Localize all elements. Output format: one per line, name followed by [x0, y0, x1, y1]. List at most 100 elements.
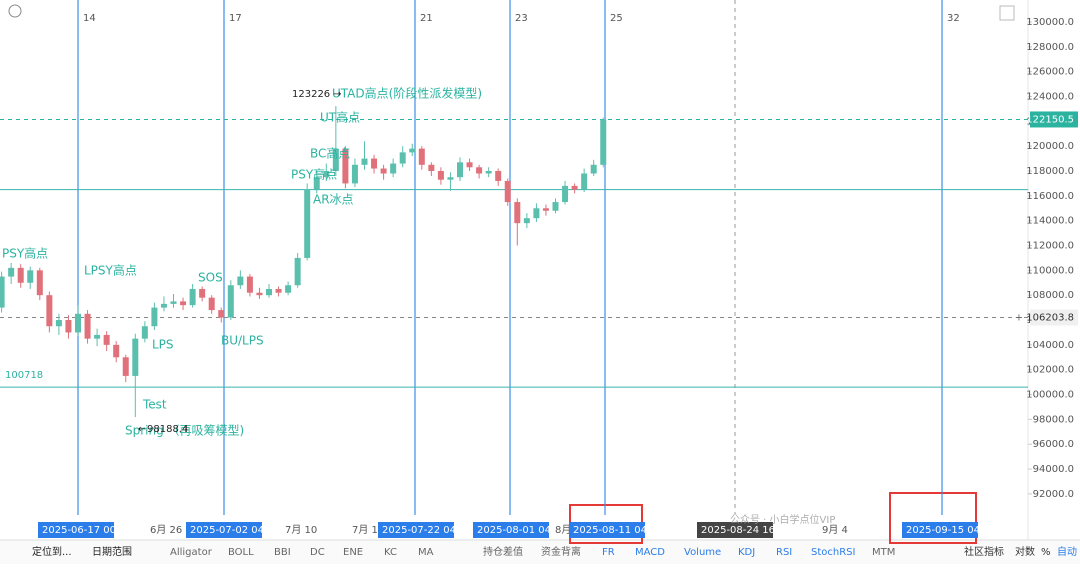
toolbar-option[interactable]: 社区指标 [964, 545, 1004, 558]
arrow: → [333, 89, 341, 100]
y-tick-label: 118000.0 [1026, 166, 1074, 177]
candle-body [275, 288, 282, 293]
indicator-tab[interactable]: Alligator [170, 547, 213, 558]
toolbar-option[interactable]: % [1041, 547, 1051, 558]
candle-body [552, 202, 559, 211]
candle-body [571, 185, 578, 190]
time-label: 2025-07-22 04:00 [382, 525, 472, 536]
time-label: 2025-08-11 04:00 [573, 525, 663, 536]
annotation: SOS [198, 271, 223, 285]
y-tick-label: 124000.0 [1026, 91, 1074, 102]
collapse-button[interactable] [8, 4, 22, 18]
candle-body [294, 257, 301, 286]
candle-body [600, 119, 607, 165]
candle-body [590, 164, 597, 174]
indicator-tab[interactable]: BBI [274, 547, 291, 558]
price-note: 98188.4 [147, 424, 188, 435]
candle-body [27, 270, 34, 283]
candle-body [447, 177, 454, 180]
annotation: UT高点 [320, 110, 360, 125]
indicator-tab[interactable]: ENE [343, 547, 363, 558]
time-label: 9月 4 [822, 524, 848, 536]
candle-body [581, 173, 588, 190]
y-tick-label: 112000.0 [1026, 241, 1074, 252]
indicator-tab[interactable]: BOLL [228, 547, 254, 558]
y-tick-label: 104000.0 [1026, 340, 1074, 351]
indicator-tab[interactable]: DC [310, 547, 325, 558]
y-tick-label: 98000.0 [1033, 414, 1074, 425]
day-label: 32 [947, 13, 960, 24]
y-tick-label: 108000.0 [1026, 290, 1074, 301]
toolbar-option[interactable]: 对数 [1015, 545, 1035, 558]
time-label: 2025-08-24 16:00 [701, 525, 791, 536]
candle-body [208, 297, 215, 311]
fullscreen-button[interactable] [999, 5, 1015, 21]
annotation: AR冰点 [313, 193, 354, 207]
candle-body [75, 313, 81, 333]
y-tick-label: 114000.0 [1026, 216, 1074, 227]
y-tick-label: 130000.0 [1026, 17, 1074, 28]
candle-body [466, 162, 473, 168]
candle-body [55, 320, 62, 327]
y-tick-label: 126000.0 [1026, 67, 1074, 78]
candle-body [141, 326, 148, 339]
candle-body [218, 310, 225, 318]
y-tick-label: 128000.0 [1026, 42, 1074, 53]
indicator-tab[interactable]: 资金背离 [541, 545, 581, 558]
candle-body [304, 189, 311, 258]
candle-body [476, 167, 483, 174]
price-note: 100718 [5, 370, 43, 381]
candle-body [17, 267, 24, 283]
candle-body [170, 301, 177, 304]
watermark: 公众号 · 小白学点位VIP [730, 513, 835, 526]
candle-body [36, 270, 43, 296]
candle-body [313, 177, 320, 190]
candle-body [0, 276, 5, 308]
candle-body [504, 180, 511, 203]
toolbar-option[interactable]: 自动 [1057, 545, 1077, 558]
candle-body [103, 334, 110, 345]
candle-body [409, 148, 416, 153]
candle-body [495, 171, 502, 181]
y-tick-label: 102000.0 [1026, 365, 1074, 376]
candle-body [8, 267, 15, 277]
annotation: UTAD高点(阶段性派发模型) [332, 86, 482, 101]
candle-body [113, 344, 120, 358]
candle-body [227, 285, 234, 318]
candle-body [533, 208, 540, 219]
indicator-tab[interactable]: MACD [635, 547, 665, 558]
candle-body [399, 152, 406, 164]
indicator-tab[interactable]: FR [602, 547, 615, 558]
indicator-tab[interactable]: MA [418, 547, 434, 558]
indicator-tab[interactable]: MTM [872, 547, 895, 558]
candle-body [485, 171, 492, 174]
price-tag-bg [1030, 111, 1078, 128]
candle-body [189, 288, 196, 306]
time-label-bg [378, 522, 454, 538]
toolbar-button[interactable]: 定位到... [32, 545, 72, 558]
plus-button[interactable]: + [1015, 312, 1023, 323]
day-label: 25 [610, 13, 623, 24]
candle-body [437, 171, 444, 180]
price-note: 123226 [292, 89, 330, 100]
indicator-tab[interactable]: RSI [776, 547, 792, 558]
time-label: 6月 26 [150, 524, 182, 536]
indicator-tab[interactable]: KC [384, 547, 397, 558]
toolbar-button[interactable]: 日期范围 [92, 545, 132, 558]
y-tick-label: 100000.0 [1026, 390, 1074, 401]
indicator-tab[interactable]: StochRSI [811, 547, 855, 558]
candle-body [94, 334, 101, 339]
time-label: 8月 [555, 524, 571, 536]
candle-body [418, 148, 425, 165]
indicator-tab[interactable]: KDJ [738, 547, 755, 558]
candle-body [342, 148, 349, 184]
indicator-tab[interactable]: Volume [684, 547, 721, 558]
time-label-bg [902, 522, 978, 538]
annotation: Spring （再吸筹模型) [125, 424, 244, 438]
indicator-tab[interactable]: 持仓差值 [483, 545, 523, 558]
day-label: 17 [229, 13, 242, 24]
candle-body [285, 285, 292, 293]
day-label: 21 [420, 13, 433, 24]
